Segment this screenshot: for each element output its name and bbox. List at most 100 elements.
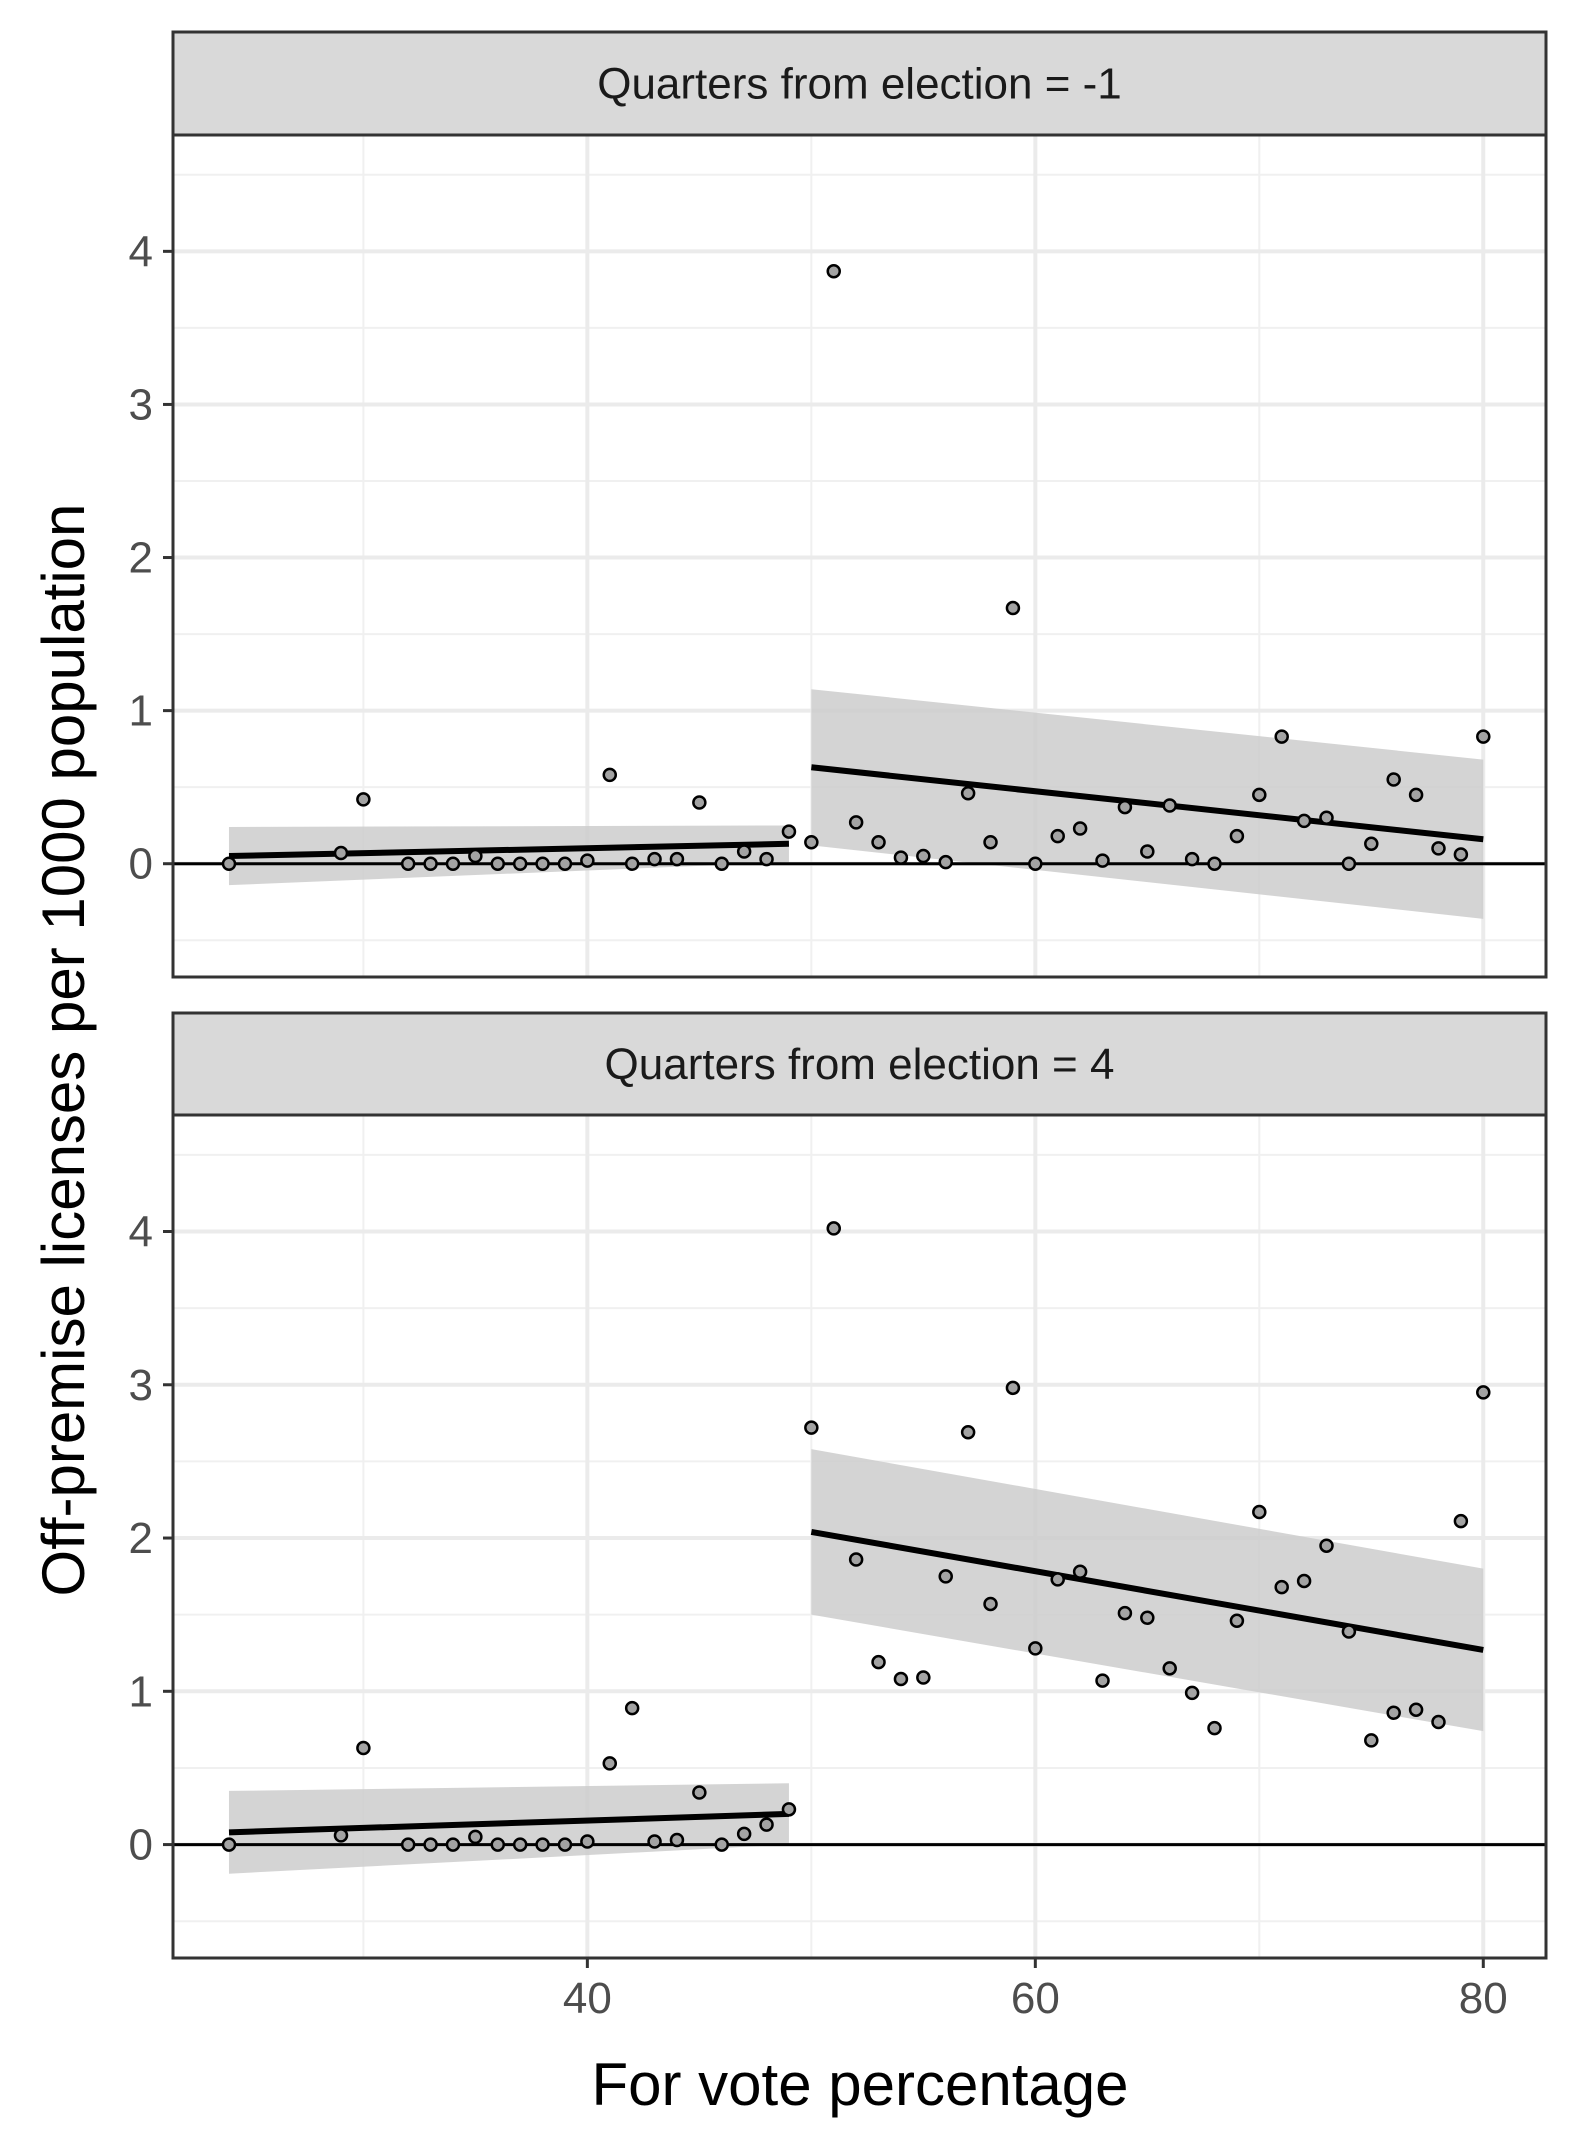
data-point	[490, 856, 506, 871]
data-point	[1319, 1538, 1334, 1553]
data-point	[960, 786, 976, 801]
data-point	[781, 824, 797, 839]
data-point	[1408, 787, 1424, 803]
data-point	[916, 848, 931, 864]
data-point	[490, 1837, 506, 1852]
data-point	[1364, 1733, 1379, 1748]
data-point	[356, 1740, 371, 1756]
data-point	[916, 1670, 931, 1685]
data-point	[557, 856, 573, 871]
data-point	[535, 1837, 550, 1852]
data-point	[580, 1834, 595, 1849]
data-point	[602, 767, 618, 783]
data-point	[1386, 1705, 1401, 1721]
regression-line-2	[811, 764, 1484, 843]
data-point	[535, 856, 550, 871]
regression-line-1	[228, 1810, 790, 1836]
data-point	[938, 854, 953, 870]
data-point	[1028, 1641, 1043, 1656]
data-point	[468, 1829, 483, 1845]
data-point	[1296, 813, 1312, 829]
data-point	[736, 844, 752, 859]
data-point	[1274, 1579, 1289, 1595]
y-tick-label: 2	[129, 534, 153, 583]
data-point	[848, 815, 864, 830]
x-axis-title: For vote percentage	[592, 2051, 1129, 2118]
data-point	[445, 1837, 461, 1852]
data-point	[669, 851, 685, 867]
data-point	[1072, 1564, 1088, 1580]
data-point	[826, 1221, 841, 1236]
data-point	[1184, 851, 1200, 867]
data-point	[871, 835, 886, 850]
data-point	[1140, 844, 1155, 859]
data-point	[1431, 841, 1446, 856]
data-point	[669, 1832, 685, 1848]
data-point	[1476, 1385, 1491, 1400]
data-point	[960, 1425, 976, 1440]
data-point	[1476, 729, 1491, 744]
data-point	[512, 1837, 528, 1852]
data-point	[1050, 1572, 1065, 1587]
regression-line-1	[228, 840, 790, 860]
data-point	[804, 1420, 819, 1435]
data-point	[1453, 1513, 1469, 1529]
data-point	[983, 835, 998, 850]
data-point	[736, 1826, 752, 1842]
data-point	[893, 850, 909, 865]
x-tick-label: 40	[563, 1974, 612, 2023]
data-point	[1117, 799, 1133, 815]
data-point	[221, 856, 237, 871]
y-tick-label: 0	[129, 1821, 153, 1870]
data-point	[1229, 828, 1245, 844]
x-tick-label: 80	[1459, 1974, 1508, 2023]
data-point	[871, 1654, 886, 1670]
regression-line-2	[810, 1528, 1484, 1653]
data-point	[1184, 1685, 1200, 1701]
data-point	[647, 851, 662, 867]
data-point	[1140, 1610, 1155, 1625]
data-point	[356, 792, 371, 807]
facet-strip-label: Quarters from election = 4	[605, 1040, 1115, 1089]
y-tick-label: 3	[129, 380, 153, 429]
data-point	[848, 1552, 864, 1567]
data-point	[759, 851, 774, 867]
data-point	[1072, 821, 1088, 836]
x-tick-label: 60	[1011, 1974, 1060, 2023]
y-tick-label: 4	[129, 1207, 153, 1256]
data-point	[1207, 1720, 1222, 1736]
data-point	[1252, 787, 1267, 803]
data-point	[1229, 1613, 1245, 1629]
data-point	[400, 1837, 416, 1852]
data-point	[580, 853, 595, 868]
data-point	[692, 1785, 707, 1800]
data-point	[1296, 1573, 1312, 1589]
data-point	[333, 1828, 349, 1843]
data-point	[557, 1837, 573, 1852]
data-point	[1453, 847, 1469, 862]
data-point	[1028, 856, 1043, 871]
data-point	[1005, 600, 1021, 616]
data-point	[1117, 1605, 1133, 1621]
data-point	[1274, 729, 1289, 744]
data-point	[1252, 1504, 1267, 1520]
data-point	[1005, 1380, 1021, 1396]
data-point	[602, 1756, 618, 1771]
data-point	[938, 1569, 953, 1584]
y-axis-title: Off-premise licenses per 1000 population	[30, 504, 97, 1597]
data-point	[445, 856, 461, 871]
data-point	[1386, 772, 1401, 787]
data-point	[781, 1802, 797, 1817]
data-point	[804, 835, 819, 850]
data-point	[468, 848, 483, 864]
y-tick-label: 2	[129, 1514, 153, 1563]
data-point	[1207, 856, 1222, 871]
data-point	[1162, 1661, 1177, 1676]
data-point	[759, 1817, 774, 1832]
data-point	[1319, 810, 1334, 826]
data-point	[423, 856, 438, 871]
y-tick-label: 1	[129, 1667, 153, 1716]
facet-strip	[171, 1011, 1548, 1117]
data-point	[1341, 1624, 1357, 1639]
